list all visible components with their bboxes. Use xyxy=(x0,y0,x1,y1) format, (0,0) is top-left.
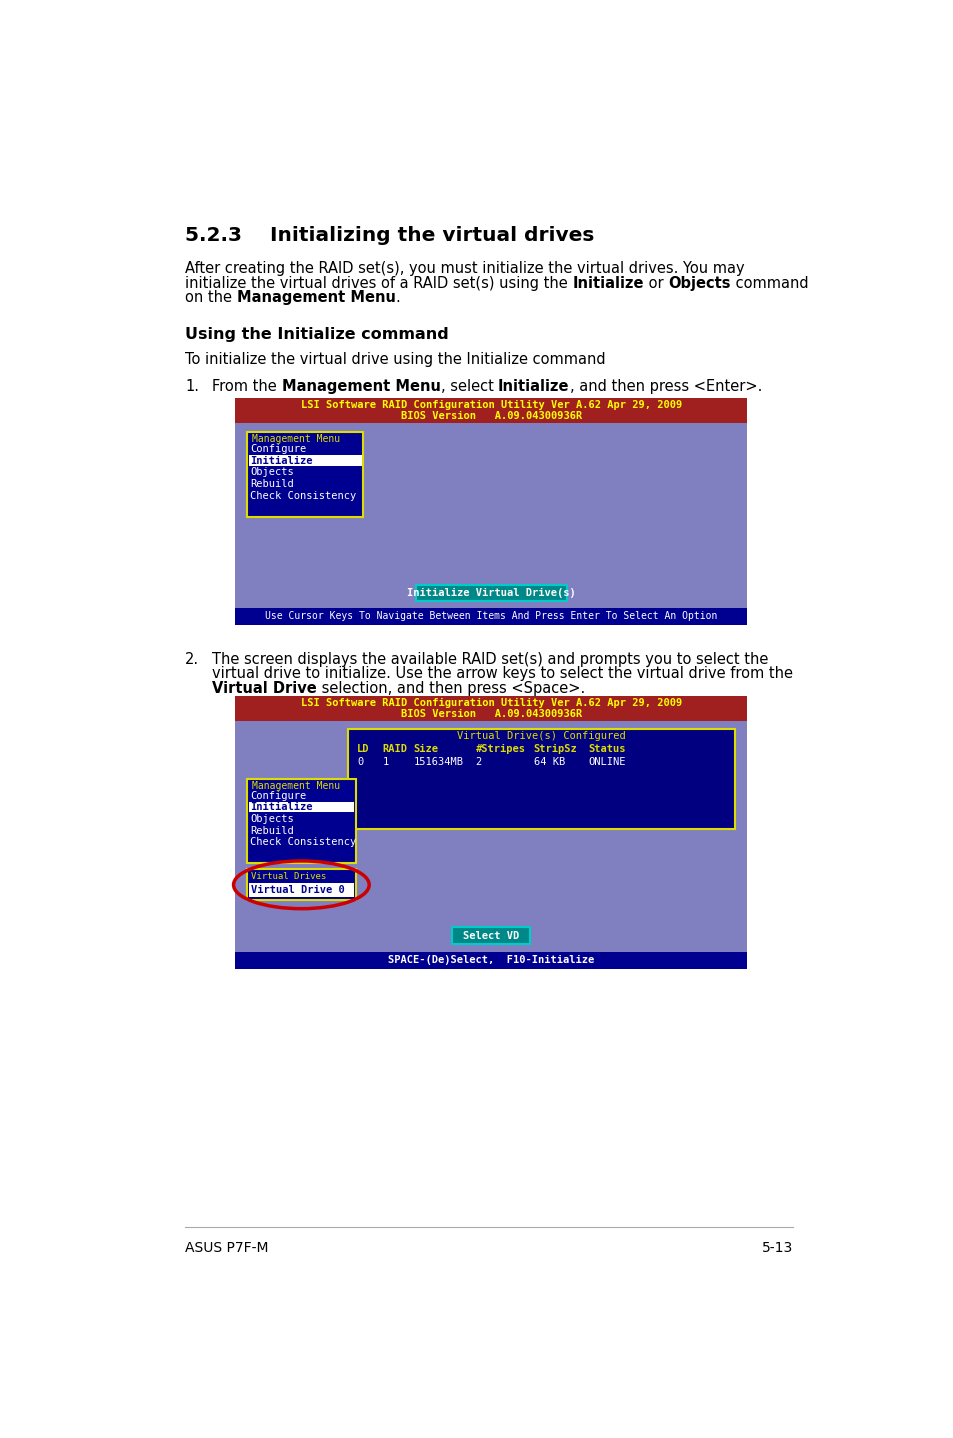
Text: selection, and then press <Space>.: selection, and then press <Space>. xyxy=(316,680,584,696)
Bar xyxy=(249,883,354,897)
Text: Initialize: Initialize xyxy=(250,456,313,466)
Text: 64 KB: 64 KB xyxy=(534,758,564,768)
Text: BIOS Version   A.09.04300936R: BIOS Version A.09.04300936R xyxy=(400,709,581,719)
Bar xyxy=(348,729,735,828)
Text: To initialize the virtual drive using the Initialize command: To initialize the virtual drive using th… xyxy=(185,352,605,367)
Text: Check Consistency: Check Consistency xyxy=(250,837,356,847)
Text: Using the Initialize command: Using the Initialize command xyxy=(185,328,449,342)
Text: Configure: Configure xyxy=(250,444,306,454)
Bar xyxy=(235,423,746,608)
Text: Objects: Objects xyxy=(667,276,730,290)
Text: LSI Software RAID Configuration Utility Ver A.62 Apr 29, 2009: LSI Software RAID Configuration Utility … xyxy=(300,400,681,410)
Text: 2: 2 xyxy=(476,758,481,768)
Text: , and then press <Enter>.: , and then press <Enter>. xyxy=(569,380,761,394)
Text: , select: , select xyxy=(440,380,497,394)
Bar xyxy=(235,696,746,720)
Text: Rebuild: Rebuild xyxy=(250,479,294,489)
Text: 0: 0 xyxy=(356,758,363,768)
Text: Configure: Configure xyxy=(250,791,306,801)
Bar xyxy=(235,952,746,969)
Text: command: command xyxy=(730,276,807,290)
Text: Management Menu: Management Menu xyxy=(252,434,339,444)
Text: RAID: RAID xyxy=(382,743,407,754)
Text: 1: 1 xyxy=(382,758,389,768)
Bar xyxy=(416,584,566,601)
Text: Virtual Drive: Virtual Drive xyxy=(212,680,316,696)
Text: #Stripes: #Stripes xyxy=(476,743,525,754)
Bar xyxy=(247,778,355,863)
Bar xyxy=(235,608,746,624)
Text: .: . xyxy=(395,290,400,305)
Text: virtual drive to initialize. Use the arrow keys to select the virtual drive from: virtual drive to initialize. Use the arr… xyxy=(212,666,792,682)
Text: LD: LD xyxy=(356,743,369,754)
Bar xyxy=(249,801,354,812)
Text: StripSz: StripSz xyxy=(534,743,577,754)
Text: 1.: 1. xyxy=(185,380,199,394)
Text: Virtual Drive 0: Virtual Drive 0 xyxy=(251,886,344,896)
Bar xyxy=(416,584,566,601)
Text: ONLINE: ONLINE xyxy=(587,758,625,768)
Text: Use Cursor Keys To Navigate Between Items And Press Enter To Select An Option: Use Cursor Keys To Navigate Between Item… xyxy=(265,611,717,621)
Text: 5.2.3    Initializing the virtual drives: 5.2.3 Initializing the virtual drives xyxy=(185,226,594,246)
Bar xyxy=(235,720,746,952)
Text: Management Menu: Management Menu xyxy=(252,781,339,791)
Text: initialize the virtual drives of a RAID set(s) using the: initialize the virtual drives of a RAID … xyxy=(185,276,572,290)
Text: or: or xyxy=(643,276,667,290)
Bar xyxy=(247,870,355,900)
Text: 151634MB: 151634MB xyxy=(414,758,463,768)
Text: Status: Status xyxy=(587,743,625,754)
Bar xyxy=(452,928,530,945)
Text: Rebuild: Rebuild xyxy=(250,825,294,835)
Text: Virtual Drive(s) Configured: Virtual Drive(s) Configured xyxy=(456,731,625,741)
Text: Virtual Drives: Virtual Drives xyxy=(251,871,326,880)
Text: Size: Size xyxy=(414,743,438,754)
Text: Management Menu: Management Menu xyxy=(236,290,395,305)
Text: The screen displays the available RAID set(s) and prompts you to select the: The screen displays the available RAID s… xyxy=(212,651,768,666)
Bar xyxy=(247,431,363,516)
Text: Management Menu: Management Menu xyxy=(281,380,440,394)
Text: BIOS Version   A.09.04300936R: BIOS Version A.09.04300936R xyxy=(400,411,581,421)
Text: Objects: Objects xyxy=(250,467,294,477)
Text: Initialize: Initialize xyxy=(572,276,643,290)
Text: LSI Software RAID Configuration Utility Ver A.62 Apr 29, 2009: LSI Software RAID Configuration Utility … xyxy=(300,697,681,707)
Bar xyxy=(247,431,363,516)
Bar xyxy=(348,729,735,828)
Text: 5-13: 5-13 xyxy=(760,1241,792,1255)
Text: ASUS P7F-M: ASUS P7F-M xyxy=(185,1241,269,1255)
Text: Check Consistency: Check Consistency xyxy=(250,490,356,500)
Bar xyxy=(247,778,355,863)
Text: Select VD: Select VD xyxy=(462,930,518,940)
Text: Initialize Virtual Drive(s): Initialize Virtual Drive(s) xyxy=(406,588,575,598)
Text: After creating the RAID set(s), you must initialize the virtual drives. You may: After creating the RAID set(s), you must… xyxy=(185,262,744,276)
Text: 2.: 2. xyxy=(185,651,199,666)
Bar xyxy=(247,870,355,900)
Bar xyxy=(249,456,361,466)
Bar xyxy=(452,928,530,945)
Text: Initialize: Initialize xyxy=(250,802,313,812)
Text: Objects: Objects xyxy=(250,814,294,824)
Text: on the: on the xyxy=(185,290,236,305)
Text: Initialize: Initialize xyxy=(497,380,569,394)
Text: SPACE-(De)Select,  F10-Initialize: SPACE-(De)Select, F10-Initialize xyxy=(388,955,594,965)
Bar xyxy=(235,398,746,423)
Text: From the: From the xyxy=(212,380,281,394)
